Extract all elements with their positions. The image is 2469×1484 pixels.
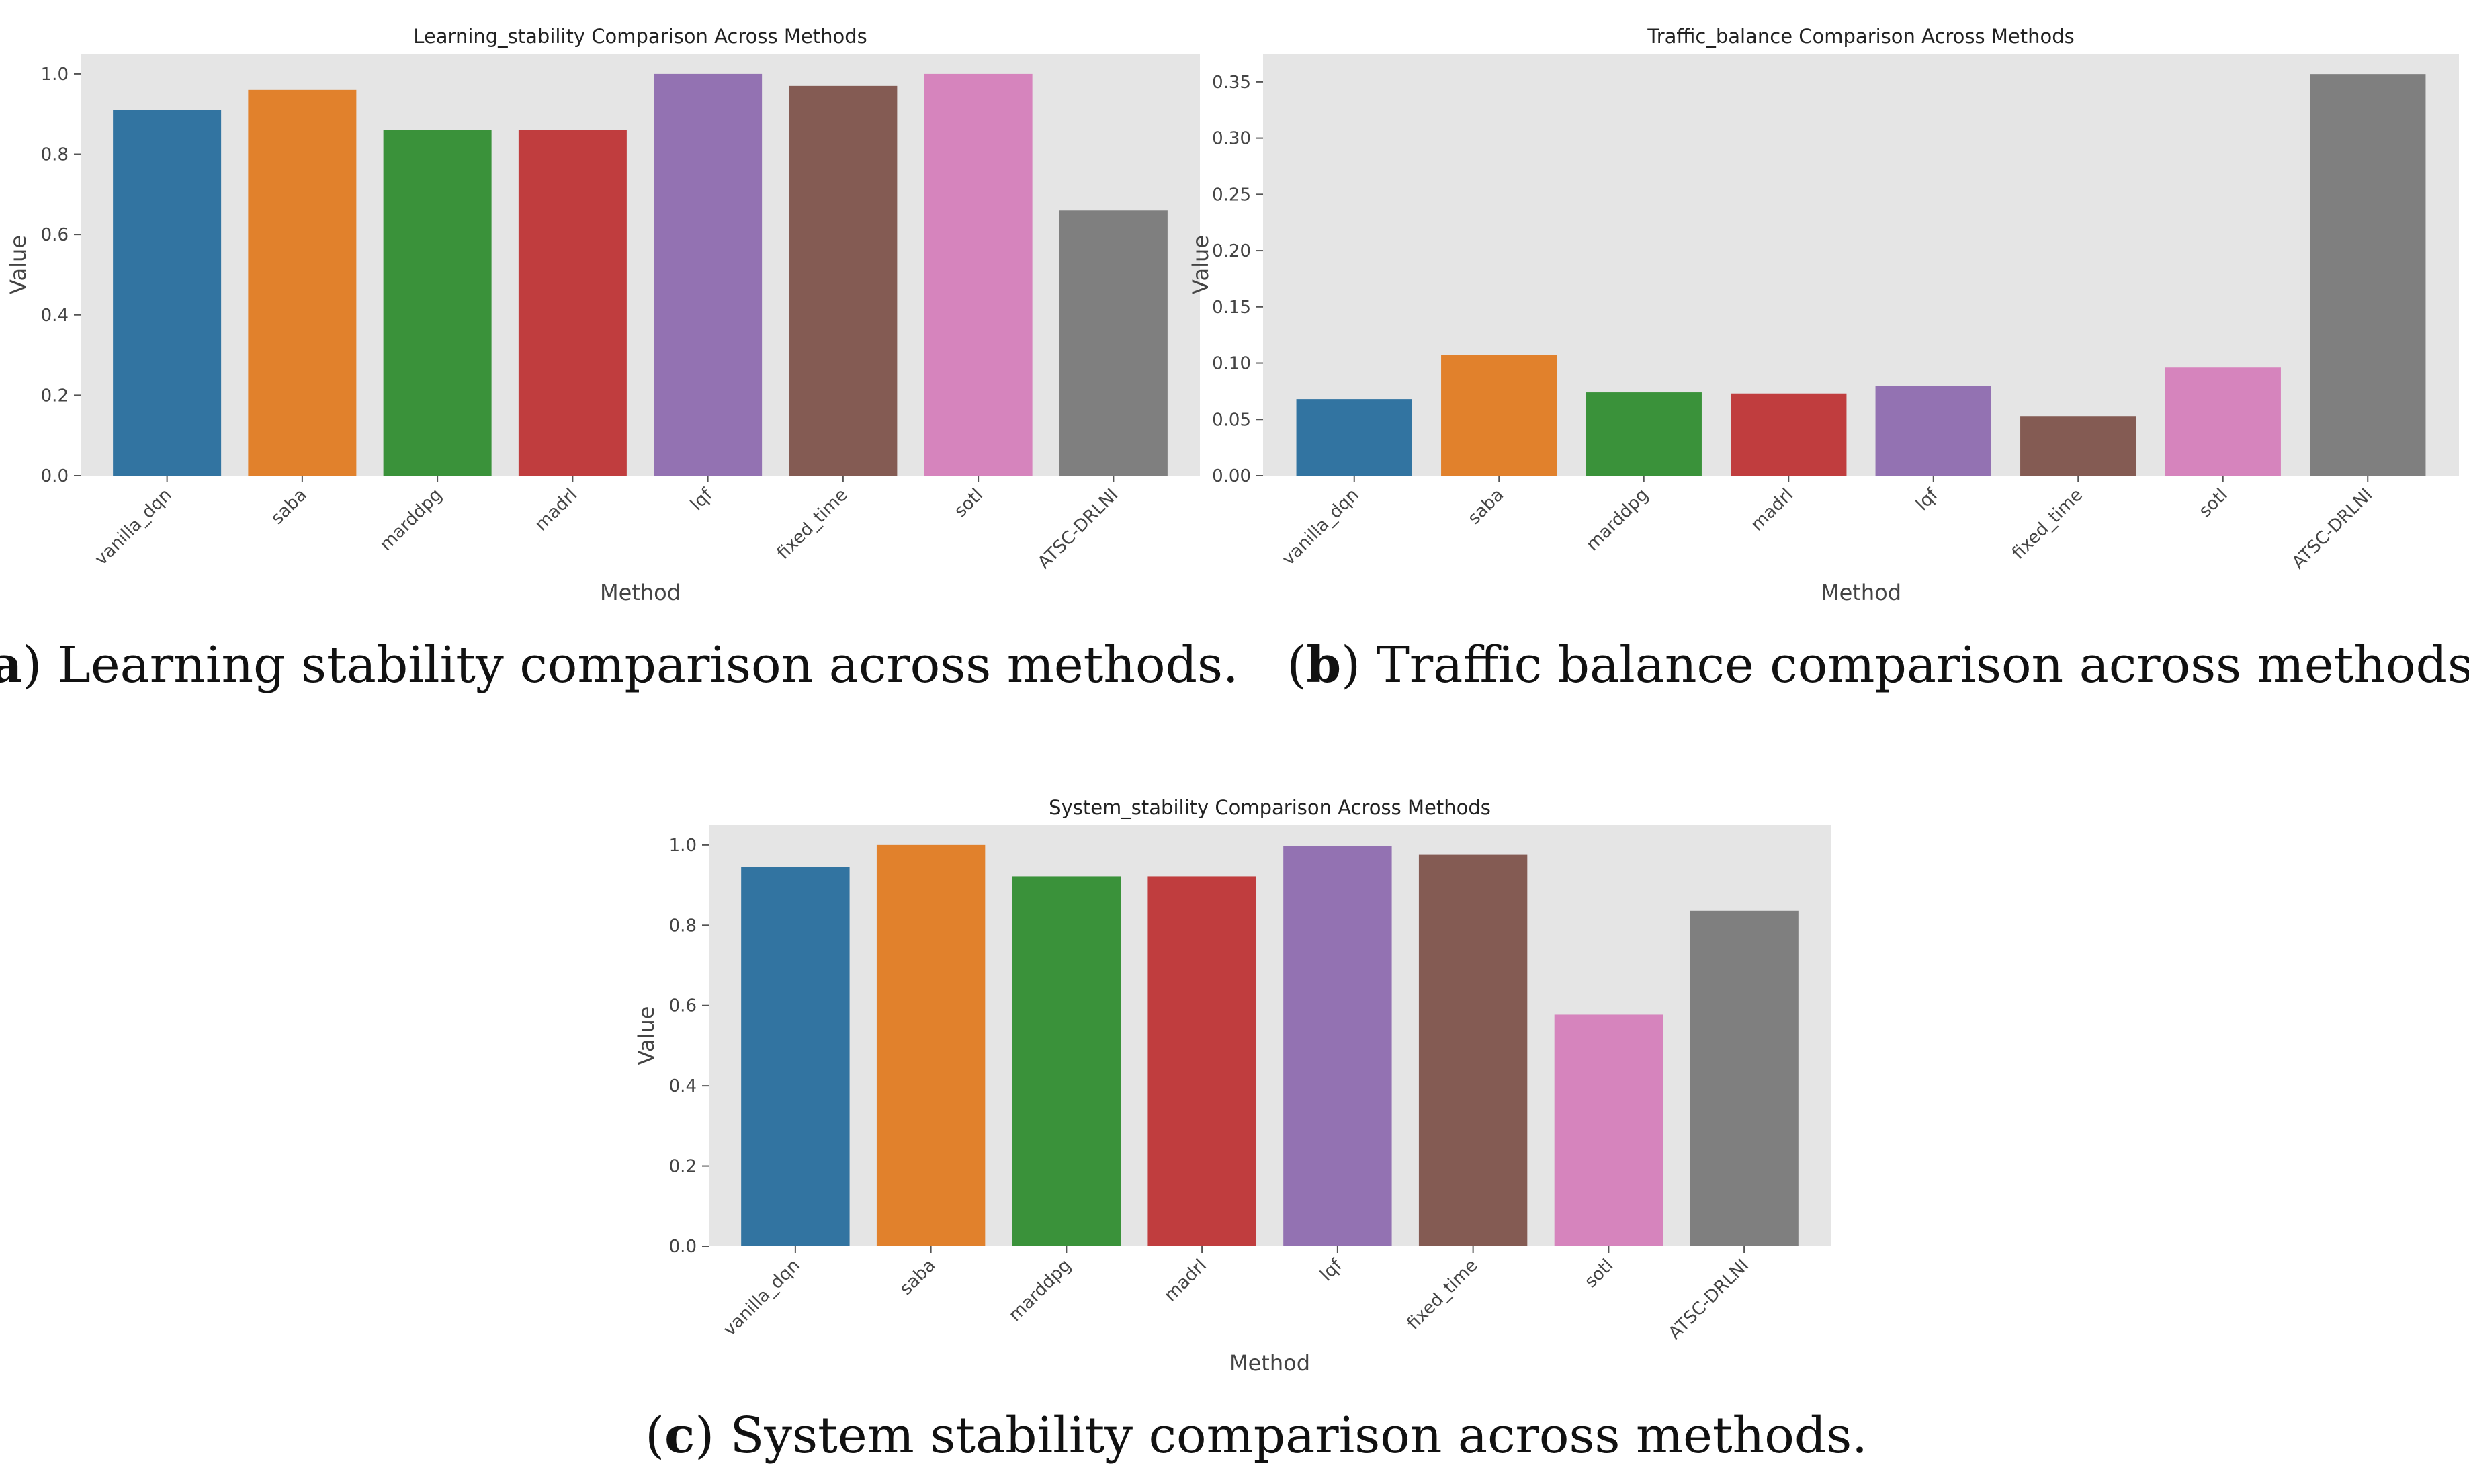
- y-tick-label: 0.35: [1212, 73, 1251, 93]
- y-tick-label: 0.4: [41, 306, 69, 326]
- y-tick-label: 0.25: [1212, 185, 1251, 205]
- chart-title: Traffic_balance Comparison Across Method…: [1647, 25, 2074, 48]
- caption-paren-open: (: [645, 1407, 664, 1465]
- bar-lqf: [1875, 386, 1991, 476]
- x-tick-label: ATSC-DRLNI: [1034, 485, 1122, 573]
- figure-caption: (c) System stability comparison across m…: [645, 1407, 1867, 1465]
- caption-label: c: [664, 1407, 695, 1465]
- caption-text: Traffic balance comparison across method…: [1377, 636, 2469, 694]
- x-tick-label: sotl: [1581, 1256, 1617, 1292]
- bar-vanilla_dqn: [741, 867, 850, 1246]
- y-axis-label: Value: [634, 1006, 659, 1065]
- bar-atsc-drlni: [1690, 910, 1799, 1246]
- bar-marddpg: [1586, 392, 1702, 476]
- bar-marddpg: [383, 130, 492, 476]
- y-tick-label: 0.10: [1212, 354, 1251, 374]
- y-tick-label: 0.30: [1212, 129, 1251, 149]
- x-tick-label: marddpg: [376, 485, 446, 555]
- x-tick-label: vanilla_dqn: [720, 1256, 804, 1340]
- bar-madrl: [1731, 393, 1847, 476]
- bar-fixed_time: [2020, 416, 2136, 476]
- bar-sotl: [1554, 1014, 1663, 1246]
- x-tick-label: sotl: [951, 485, 987, 521]
- y-tick-label: 0.4: [669, 1076, 697, 1096]
- x-axis-label: Method: [1821, 580, 1901, 605]
- bar-atsc-drlni: [1059, 210, 1168, 476]
- y-tick-label: 0.2: [669, 1157, 697, 1177]
- x-tick-label: lqf: [1912, 484, 1942, 515]
- y-tick-label: 0.00: [1212, 466, 1251, 486]
- y-tick-label: 0.6: [669, 996, 697, 1016]
- x-tick-label: fixed_time: [1403, 1256, 1482, 1334]
- y-tick-label: 0.8: [669, 916, 697, 936]
- bar-lqf: [1283, 846, 1392, 1246]
- bar-lqf: [654, 73, 763, 476]
- x-tick-label: fixed_time: [2008, 485, 2087, 564]
- caption-paren-close: ): [695, 1407, 730, 1465]
- figure-caption: (a) Learning stability comparison across…: [0, 636, 1238, 694]
- caption-label: a: [0, 636, 22, 694]
- bar-fixed_time: [1418, 854, 1528, 1246]
- bar-vanilla_dqn: [1296, 399, 1412, 476]
- bar-vanilla_dqn: [113, 110, 222, 476]
- bar-madrl: [518, 130, 627, 476]
- x-tick-label: saba: [267, 485, 311, 529]
- x-tick-label: vanilla_dqn: [1279, 485, 1363, 570]
- y-tick-label: 0.0: [669, 1237, 697, 1257]
- x-tick-label: lqf: [687, 484, 717, 515]
- caption-label: b: [1306, 636, 1341, 694]
- y-axis-label: Value: [5, 235, 31, 294]
- x-tick-label: saba: [1464, 485, 1508, 529]
- caption-paren-open: (: [1287, 636, 1307, 694]
- chart-title: System_stability Comparison Across Metho…: [1049, 796, 1491, 819]
- x-tick-label: vanilla_dqn: [91, 485, 176, 570]
- x-tick-label: madrl: [1747, 485, 1797, 535]
- x-tick-label: ATSC-DRLNI: [1665, 1256, 1753, 1344]
- caption-text: Learning stability comparison across met…: [58, 636, 1239, 694]
- panel-learning-stability: Learning_stability Comparison Across Met…: [0, 25, 1238, 694]
- x-tick-label: ATSC-DRLNI: [2288, 485, 2376, 573]
- chart-title: Learning_stability Comparison Across Met…: [413, 25, 867, 48]
- bar-madrl: [1147, 876, 1256, 1246]
- y-tick-label: 0.0: [41, 466, 69, 486]
- panel-system-stability: System_stability Comparison Across Metho…: [634, 796, 1868, 1465]
- x-tick-label: marddpg: [1582, 485, 1652, 555]
- x-tick-label: sotl: [2195, 485, 2231, 521]
- bar-saba: [876, 844, 986, 1246]
- bar-fixed_time: [789, 85, 898, 476]
- caption-paren-close: ): [1341, 636, 1376, 694]
- figure-caption: (b) Traffic balance comparison across me…: [1287, 636, 2469, 694]
- caption-text: System stability comparison across metho…: [730, 1407, 1868, 1465]
- y-tick-label: 0.15: [1212, 298, 1251, 318]
- y-axis-label: Value: [1188, 235, 1213, 294]
- y-tick-label: 0.6: [41, 225, 69, 245]
- y-tick-label: 0.05: [1212, 410, 1251, 430]
- y-tick-label: 1.0: [41, 64, 69, 85]
- bar-sotl: [2165, 367, 2281, 476]
- bar-sotl: [924, 73, 1033, 476]
- y-tick-label: 0.20: [1212, 241, 1251, 261]
- y-tick-label: 0.2: [41, 386, 69, 406]
- bar-saba: [248, 89, 357, 476]
- x-tick-label: marddpg: [1005, 1256, 1075, 1325]
- x-axis-label: Method: [1229, 1350, 1310, 1376]
- bar-atsc-drlni: [2310, 74, 2426, 476]
- x-tick-label: fixed_time: [773, 485, 852, 564]
- bar-marddpg: [1012, 876, 1121, 1246]
- caption-paren-close: ): [22, 636, 57, 694]
- x-tick-label: madrl: [1160, 1256, 1211, 1306]
- x-tick-label: saba: [896, 1256, 940, 1299]
- x-tick-label: madrl: [531, 485, 582, 535]
- y-tick-label: 1.0: [669, 836, 697, 856]
- x-tick-label: lqf: [1316, 1255, 1346, 1285]
- x-axis-label: Method: [600, 580, 681, 605]
- panel-traffic-balance: Traffic_balance Comparison Across Method…: [1188, 25, 2469, 694]
- y-tick-label: 0.8: [41, 145, 69, 165]
- bar-saba: [1441, 355, 1557, 476]
